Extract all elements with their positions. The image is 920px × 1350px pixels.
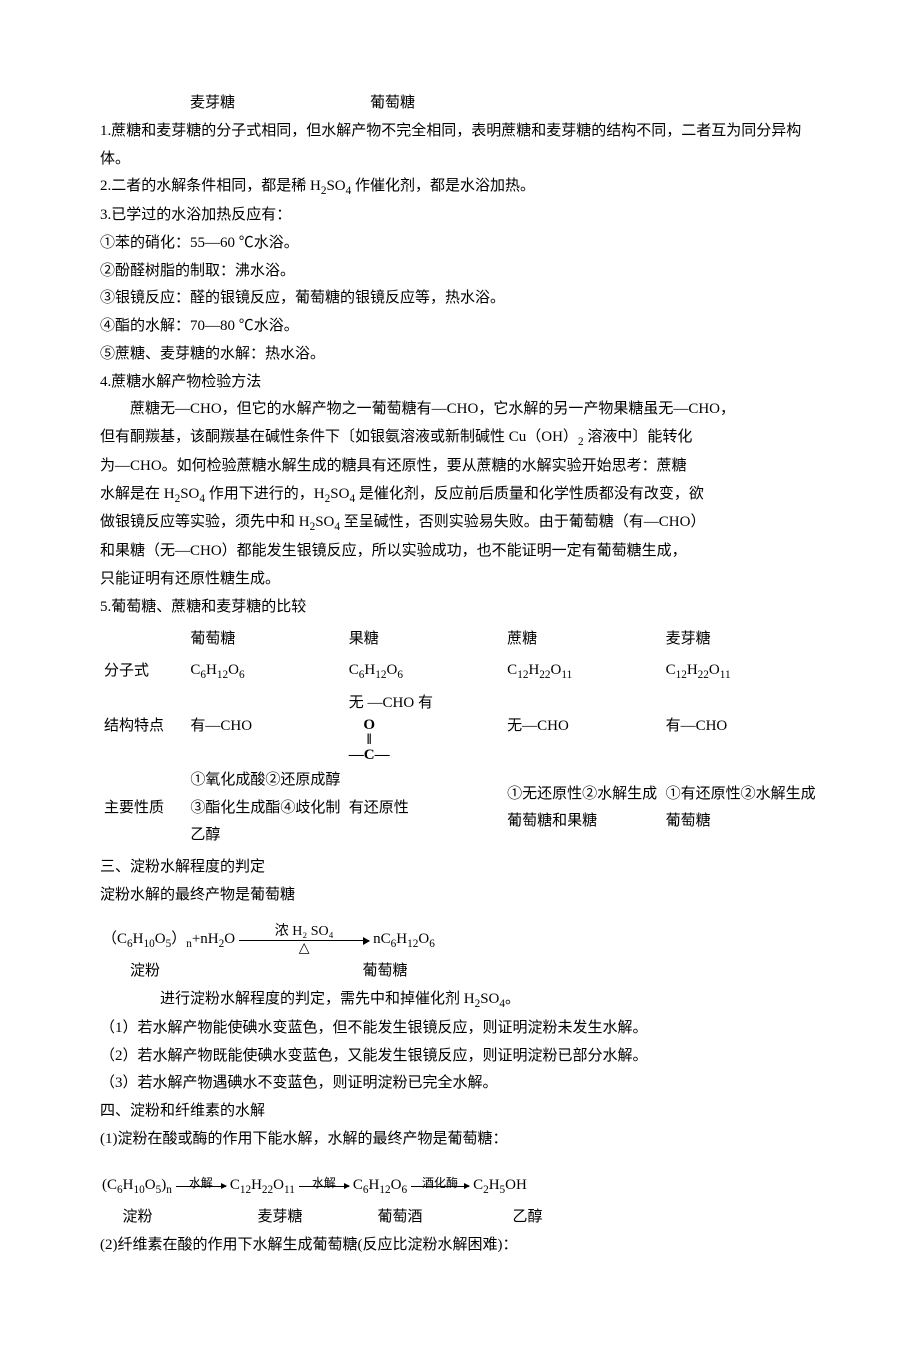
cell: 有—CHO [662,688,820,765]
para-4-title: 4.蔗糖水解产物检验方法 [100,369,820,397]
cell: 结构特点 [100,688,186,765]
table-row-formula: 分子式 C6H12O6 C6H12O6 C12H22O11 C12H22O11 [100,655,820,688]
para-1: 1.蔗糖和麦芽糖的分子式相同，但水解产物不完全相同，表明蔗糖和麦芽糖的结构不同，… [100,118,820,174]
cell: ①有还原性②水解生成葡萄糖 [662,765,820,852]
label-putao: 葡萄糖 [370,90,415,118]
sec4-a: (1)淀粉在酸或酶的作用下能水解，水解的最终产物是葡萄糖： [100,1126,820,1154]
li-4: ④酯的水解：70—80 ℃水浴。 [100,313,820,341]
arrow-icon: 水解 [176,1186,226,1187]
sec4-title: 四、淀粉和纤维素的水解 [100,1098,820,1126]
cell: 葡萄糖 [186,624,344,656]
cell: ①无还原性②水解生成葡萄糖和果糖 [503,765,661,852]
cell: 果糖 [345,624,503,656]
chain-labels: 淀粉 麦芽糖 葡萄酒 乙醇 [100,1204,820,1232]
cell: ①氧化成酸②还原成醇③酯化生成酯④歧化制乙醇 [186,765,344,852]
cell: C6H12O6 [186,655,344,688]
para-5: 5.葡萄糖、蔗糖和麦芽糖的比较 [100,594,820,622]
starch-equation: （C6H10O5）n+nH2O 浓 H₂ SO₄ △ nC6H12O6 [100,924,820,957]
para-4c: 为—CHO。如何检验蔗糖水解生成的糖具有还原性，要从蔗糖的水解实验开始思考：蔗糖 [100,453,820,481]
para-2: 2.二者的水解条件相同，都是稀 H2SO4 作催化剂，都是水浴加热。 [100,173,820,202]
para-4f: 和果糖（无—CHO）都能发生银镜反应，所以实验成功，也不能证明一定有葡萄糖生成， [100,538,820,566]
cell: 有—CHO [186,688,344,765]
eq-labels: 淀粉 葡萄糖 [100,958,820,986]
sec3-a: 淀粉水解的最终产物是葡萄糖 [100,882,820,910]
cell: C12H22O11 [503,655,661,688]
cell: 麦芽糖 [662,624,820,656]
hydrolysis-chain: (C6H10O5)n 水解 C12H22O11 水解 C6H12O6 酒化酶 C… [100,1172,820,1201]
cell: 主要性质 [100,765,186,852]
cell: 蔗糖 [503,624,661,656]
para-4d: 水解是在 H2SO4 作用下进行的，H2SO4 是催化剂，反应前后质量和化学性质… [100,481,820,510]
para-4g: 只能证明有还原性糖生成。 [100,566,820,594]
para-4b: 但有酮羰基，该酮羰基在碱性条件下〔如银氨溶液或新制碱性 Cu（OH）2 溶液中〕… [100,424,820,453]
cell: 无—CHO [503,688,661,765]
table-row-props: 主要性质 ①氧化成酸②还原成醇③酯化生成酯④歧化制乙醇 有还原性 ①无还原性②水… [100,765,820,852]
cell: 无 —CHO 有 O ‖ —C— [345,688,503,765]
cell: 分子式 [100,655,186,688]
sec3-e: （3）若水解产物遇碘水不变蓝色，则证明淀粉已完全水解。 [100,1070,820,1098]
label-maiya: 麦芽糖 [190,90,235,118]
para-4e: 做银镜反应等实验，须先中和 H2SO4 至呈碱性，否则实验易失败。由于葡萄糖（有… [100,509,820,538]
reaction-arrow-icon: 浓 H₂ SO₄ △ [239,924,369,957]
arrow-icon: 酒化酶 [411,1186,469,1187]
cell [100,624,186,656]
li-3: ③银镜反应：醛的银镜反应，葡萄糖的银镜反应等，热水浴。 [100,285,820,313]
sec3-title: 三、淀粉水解程度的判定 [100,854,820,882]
para-3: 3.已学过的水浴加热反应有： [100,202,820,230]
li-5: ⑤蔗糖、麦芽糖的水解：热水浴。 [100,341,820,369]
cell: 有还原性 [345,765,503,852]
para-4a: 蔗糖无—CHO，但它的水解产物之一葡萄糖有—CHO，它水解的另一产物果糖虽无—C… [100,396,820,424]
sec4-b: (2)纤维素在酸的作用下水解生成葡萄糖(反应比淀粉水解困难)： [100,1232,820,1260]
compare-table: 葡萄糖 果糖 蔗糖 麦芽糖 分子式 C6H12O6 C6H12O6 C12H22… [100,624,820,853]
sec3-b: 进行淀粉水解程度的判定，需先中和掉催化剂 H2SO4。 [100,986,820,1015]
arrow-icon: 水解 [299,1186,349,1187]
sec3-c: （1）若水解产物能使碘水变蓝色，但不能发生银镜反应，则证明淀粉未发生水解。 [100,1015,820,1043]
ketone-structure-icon: O ‖ —C— [349,718,390,763]
cell: C6H12O6 [345,655,503,688]
top-labels: 麦芽糖 葡萄糖 [100,90,820,118]
table-row-head: 葡萄糖 果糖 蔗糖 麦芽糖 [100,624,820,656]
cell: C12H22O11 [662,655,820,688]
li-1: ①苯的硝化：55—60 ℃水浴。 [100,230,820,258]
sec3-d: （2）若水解产物既能使碘水变蓝色，又能发生银镜反应，则证明淀粉已部分水解。 [100,1043,820,1071]
li-2: ②酚醛树脂的制取：沸水浴。 [100,258,820,286]
table-row-struct: 结构特点 有—CHO 无 —CHO 有 O ‖ —C— 无—CHO 有—CHO [100,688,820,765]
